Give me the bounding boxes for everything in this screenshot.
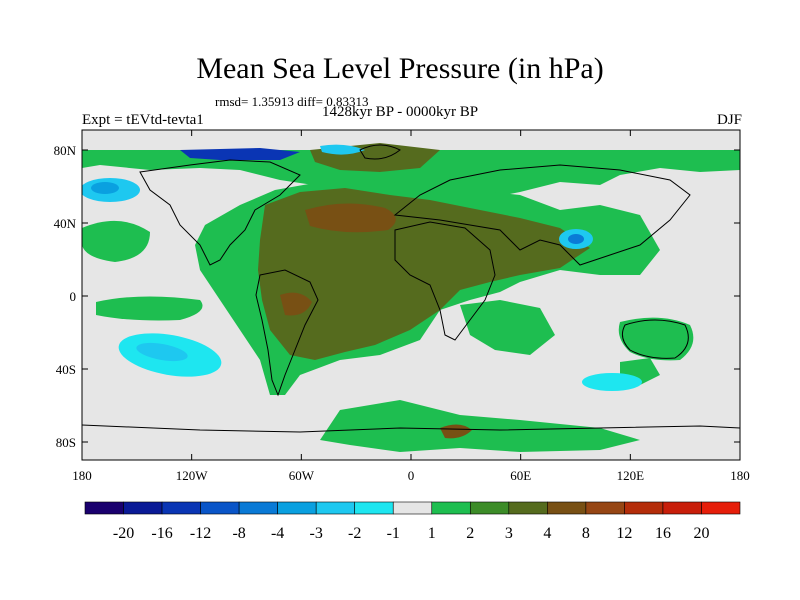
- lat-tick-label: 40S: [56, 362, 76, 377]
- lon-tick-label: 180: [72, 468, 92, 483]
- map-title: Mean Sea Level Pressure (in hPa): [196, 52, 604, 85]
- colorbar-swatch: [200, 501, 240, 515]
- colorbar-label: -16: [151, 525, 172, 542]
- colorbar-swatch: [624, 501, 664, 515]
- colorbar-swatch: [315, 501, 356, 515]
- latitude-axis: 80N 40N 0 40S 80S: [54, 143, 740, 450]
- colorbar-label: 4: [543, 525, 551, 542]
- colorbar-label: 1: [428, 525, 436, 542]
- colorbar-swatch: [662, 501, 702, 515]
- colorbar-label: -8: [232, 525, 245, 542]
- colorbar-swatch: [701, 501, 741, 515]
- lat-tick-label: 80N: [54, 143, 77, 158]
- colorbar-label: -1: [387, 525, 400, 542]
- lon-tick-label: 60E: [510, 468, 531, 483]
- colorbar-swatch: [161, 501, 201, 515]
- lon-tick-label: 60W: [289, 468, 315, 483]
- colorbar-label: -12: [190, 525, 211, 542]
- lon-tick-label: 120W: [176, 468, 209, 483]
- colorbar-swatch: [392, 501, 433, 515]
- colorbar-swatch: [585, 501, 625, 515]
- lon-tick-label: 0: [408, 468, 415, 483]
- colorbar-label: -3: [310, 525, 323, 542]
- colorbar-swatch: [84, 501, 124, 515]
- colorbar-label: -20: [113, 525, 134, 542]
- colorbar-swatch: [469, 501, 510, 515]
- colorbar-swatch: [508, 501, 548, 515]
- colorbar-label: -4: [271, 525, 284, 542]
- lat-tick-label: 0: [70, 289, 77, 304]
- colorbar-label: 16: [655, 525, 671, 542]
- colorbar-label: 3: [505, 525, 513, 542]
- coastlines: [82, 144, 740, 433]
- low-pressure-regions: [82, 144, 642, 391]
- colorbar-swatch: [123, 501, 163, 515]
- colorbar: -20 -16 -12 -8 -4 -3 -2 -1 1 2 3 4 8 12 16 20: [84, 501, 741, 542]
- period-label: 1428kyr BP - 0000kyr BP: [321, 104, 479, 120]
- brown-regions: [280, 203, 472, 439]
- colorbar-label: 2: [466, 525, 474, 542]
- experiment-label: Expt = tEVtd-tevta1: [82, 112, 204, 128]
- lon-tick-label: 180: [730, 468, 750, 483]
- colorbar-label: 12: [616, 525, 632, 542]
- colorbar-swatch: [277, 501, 317, 515]
- colorbar-swatch: [238, 501, 278, 515]
- pressure-field: [82, 130, 740, 460]
- lon-tick-label: 120E: [617, 468, 645, 483]
- longitude-axis: 180 120W 60W 0 60E 120E 180: [72, 130, 750, 483]
- colorbar-swatch: [354, 501, 394, 515]
- stats-text: rmsd= 1.35913 diff= 0.83313: [215, 94, 369, 109]
- colorbar-label: 20: [693, 525, 709, 542]
- lat-tick-label: 40N: [54, 216, 77, 231]
- season-label: DJF: [716, 112, 742, 128]
- colorbar-swatch: [431, 501, 471, 515]
- colorbar-label: -2: [348, 525, 361, 542]
- lat-tick-label: 80S: [56, 435, 76, 450]
- colorbar-label: 8: [582, 525, 590, 542]
- colorbar-swatch: [547, 501, 587, 515]
